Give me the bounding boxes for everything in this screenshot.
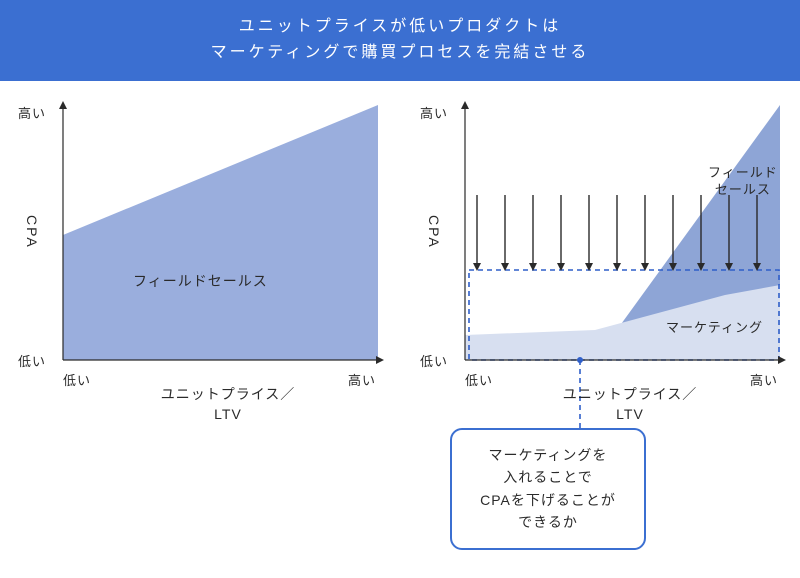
x-low-right: 低い xyxy=(465,370,493,389)
y-low-right: 低い xyxy=(420,351,448,370)
field-sales-label-right: フィールド セールス xyxy=(708,165,778,199)
y-high-left: 高い xyxy=(18,103,46,122)
y-low-left: 低い xyxy=(18,351,46,370)
fs-l1: フィールド xyxy=(708,165,778,180)
chart-left: 高い 低い CPA 低い 高い ユニットプライス／ LTV フィールドセールス xyxy=(8,95,388,555)
field-sales-label-left: フィールドセールス xyxy=(133,271,268,291)
charts-container: 高い 低い CPA 低い 高い ユニットプライス／ LTV フィールドセールス xyxy=(0,95,800,565)
callout-l4: できるか xyxy=(470,511,626,533)
x-high-right: 高い xyxy=(750,370,778,389)
x-title-l2-left: LTV xyxy=(214,406,242,422)
x-high-left: 高い xyxy=(348,370,376,389)
x-title-right: ユニットプライス／ LTV xyxy=(550,385,710,424)
y-title-left: CPA xyxy=(24,215,40,249)
title-line-1: ユニットプライスが低いプロダクトは xyxy=(0,14,800,40)
field-sales-area-left xyxy=(63,105,378,360)
connector-dot xyxy=(577,357,583,363)
y-high-right: 高い xyxy=(420,103,448,122)
callout-l1: マーケティングを xyxy=(470,444,626,466)
marketing-label-right: マーケティング xyxy=(666,317,763,336)
x-title-l1-left: ユニットプライス／ xyxy=(161,386,296,402)
plot-area-left xyxy=(63,105,378,360)
title-banner: ユニットプライスが低いプロダクトは マーケティングで購買プロセスを完結させる xyxy=(0,0,800,81)
x-title-left: ユニットプライス／ LTV xyxy=(148,385,308,424)
title-line-2: マーケティングで購買プロセスを完結させる xyxy=(0,40,800,66)
fs-l2: セールス xyxy=(715,182,771,197)
callout-l3: CPAを下げることが xyxy=(470,489,626,511)
x-title-l1-right: ユニットプライス／ xyxy=(563,386,698,402)
callout-l2: 入れることで xyxy=(470,466,626,488)
y-title-right: CPA xyxy=(426,215,442,249)
callout-box: マーケティングを 入れることで CPAを下げることが できるか xyxy=(450,428,646,550)
x-title-l2-right: LTV xyxy=(616,406,644,422)
x-low-left: 低い xyxy=(63,370,91,389)
